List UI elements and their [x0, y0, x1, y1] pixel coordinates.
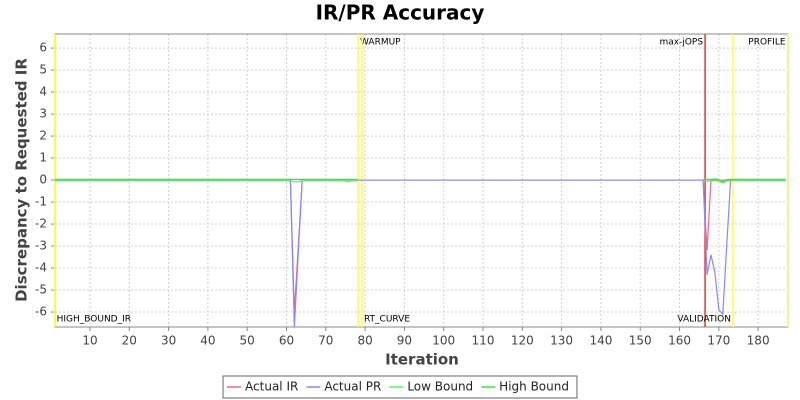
x-tick-label: 60 — [279, 334, 294, 348]
y-tick-label: -6 — [35, 305, 47, 319]
marker-label: max-jOPS — [659, 38, 703, 48]
y-tick-label: -2 — [35, 217, 47, 231]
y-tick-label: 4 — [39, 85, 47, 99]
y-tick-label: 0 — [39, 173, 47, 187]
legend-label: Low Bound — [407, 380, 473, 394]
x-tick-label: 140 — [589, 334, 612, 348]
y-tick-label: -4 — [35, 261, 47, 275]
y-tick-label: -1 — [35, 195, 47, 209]
x-tick-label: 40 — [200, 334, 215, 348]
x-tick-label: 20 — [122, 334, 137, 348]
x-tick-label: 130 — [550, 334, 573, 348]
series-line — [54, 178, 786, 183]
x-tick-label: 170 — [707, 334, 730, 348]
legend-label: High Bound — [499, 380, 569, 394]
y-tick-label: 1 — [39, 151, 47, 165]
x-tick-label: 110 — [472, 334, 495, 348]
legend-label: Actual IR — [245, 380, 298, 394]
series-line — [54, 179, 786, 328]
y-tick-label: 3 — [39, 107, 47, 121]
x-tick-label: 10 — [82, 334, 97, 348]
y-tick-label: 5 — [39, 63, 47, 77]
y-tick-label: -3 — [35, 239, 47, 253]
marker-label: RT_CURVE — [364, 315, 410, 325]
x-tick-label: 180 — [747, 334, 770, 348]
y-tick-label: -5 — [35, 283, 47, 297]
x-axis-label: Iteration — [385, 351, 459, 369]
chart-title: IR/PR Accuracy — [316, 1, 485, 25]
x-tick-label: 100 — [432, 334, 455, 348]
x-tick-label: 80 — [357, 334, 372, 348]
y-tick-label: 6 — [39, 41, 47, 55]
x-tick-label: 150 — [629, 334, 652, 348]
x-tick-label: 120 — [511, 334, 534, 348]
legend: Actual IR Actual PR Low Bound High Bound — [222, 375, 578, 399]
x-tick-label: 50 — [240, 334, 255, 348]
x-tick-label: 70 — [318, 334, 333, 348]
y-axis-label: Discrepancy to Requested IR — [13, 58, 31, 302]
legend-label: Actual PR — [324, 380, 381, 394]
marker-label: HIGH_BOUND_IR — [57, 315, 131, 325]
marker-label: PROFILE — [748, 38, 786, 48]
x-tick-label: 160 — [668, 334, 691, 348]
y-tick-label: 2 — [39, 129, 47, 143]
marker-label: VALIDATION — [677, 315, 731, 325]
x-tick-label: 90 — [397, 334, 412, 348]
series-line — [54, 179, 786, 184]
marker-label: WARMUP — [360, 38, 401, 48]
x-tick-label: 30 — [161, 334, 176, 348]
